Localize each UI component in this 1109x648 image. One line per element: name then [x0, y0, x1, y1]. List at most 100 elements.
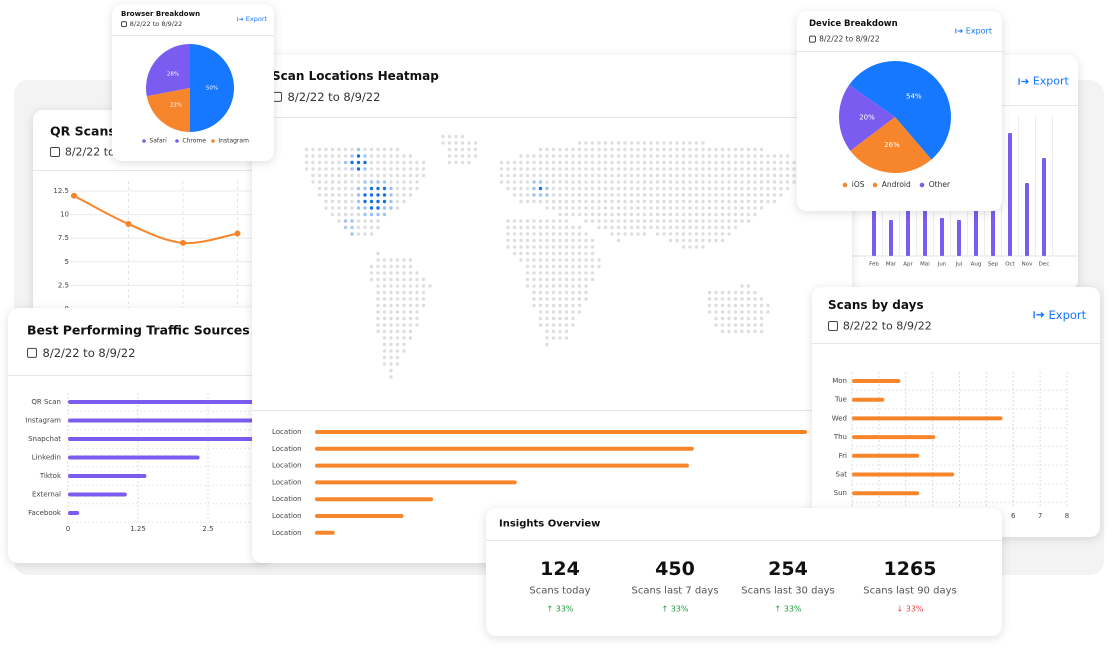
export-button[interactable]: Export [245, 15, 268, 23]
map-dot [714, 160, 718, 165]
pie-slice [146, 44, 190, 97]
map-dot [532, 167, 536, 171]
map-dot [616, 232, 621, 236]
map-dot [512, 238, 517, 243]
map-dot [506, 219, 510, 223]
map-dot [727, 167, 731, 171]
map-dot [733, 290, 738, 295]
map-dot [363, 206, 367, 210]
map-dot [564, 323, 569, 327]
export-button[interactable]: Export [965, 26, 992, 36]
map-dot [577, 232, 582, 236]
map-dot [324, 199, 328, 204]
map-dot [415, 180, 419, 184]
map-dot [558, 147, 562, 152]
map-dot [538, 199, 543, 204]
map-dot [350, 154, 354, 158]
map-dot [584, 290, 588, 295]
map-dot [545, 336, 549, 340]
map-dot [753, 206, 757, 210]
map-dot [525, 238, 530, 243]
map-dot [714, 232, 718, 236]
map-dot [668, 225, 673, 230]
map-dot [688, 193, 692, 197]
map-dot [740, 303, 744, 308]
map-dot [545, 284, 549, 288]
map-dot [662, 160, 666, 165]
y-tick-label: Thu [833, 433, 847, 441]
map-dot [441, 141, 445, 145]
map-dot [369, 180, 374, 184]
map-dot [402, 297, 406, 301]
map-dot [467, 147, 471, 152]
map-dot [330, 180, 335, 184]
map-dot [590, 199, 595, 204]
bar [991, 206, 995, 256]
map-dot [610, 225, 614, 230]
map-dot [655, 212, 660, 217]
map-dot [746, 316, 751, 321]
map-dot [668, 238, 673, 243]
card-title: Insights Overview [499, 518, 601, 530]
divider [486, 540, 1002, 541]
map-dot [343, 212, 348, 217]
map-dot [740, 316, 744, 321]
map-dot [649, 141, 653, 145]
map-dot [408, 180, 413, 184]
map-dot [740, 212, 744, 217]
map-dot [584, 277, 588, 282]
map-dot [311, 154, 315, 158]
map-dot [727, 147, 731, 152]
map-dot [694, 225, 699, 230]
map-dot [571, 290, 575, 295]
map-dot [558, 173, 562, 178]
export-button[interactable]: Export [1032, 74, 1069, 88]
legend-label: Other [929, 180, 951, 189]
map-dot [785, 186, 790, 191]
map-dot [655, 180, 660, 184]
export-button[interactable]: Export [1048, 308, 1087, 322]
map-dot [551, 154, 556, 158]
map-dot [369, 167, 374, 171]
map-dot [402, 290, 406, 295]
map-dot [460, 154, 465, 158]
map-dot [577, 251, 582, 256]
map-dot [376, 180, 380, 184]
map-dot [551, 199, 556, 204]
map-dot [545, 232, 549, 236]
map-dot [746, 219, 751, 223]
map-dot [642, 193, 647, 197]
map-dot [415, 303, 419, 308]
map-dot [759, 323, 764, 327]
map-dot [616, 180, 621, 184]
map-dot [558, 238, 562, 243]
map-dot [564, 186, 569, 191]
map-dot [356, 225, 361, 230]
bar [315, 463, 689, 468]
map-dot [571, 271, 575, 275]
map-dot [727, 186, 731, 191]
map-dot [376, 316, 380, 321]
calendar-icon [50, 147, 60, 157]
date-range: 8/2/22 to 8/9/22 [129, 20, 183, 28]
map-dot [395, 310, 400, 314]
map-dot [551, 251, 556, 256]
map-dot [532, 160, 536, 165]
date-range: 8/2/22 to 8/9/22 [819, 34, 880, 44]
map-dot [369, 212, 374, 217]
map-dot [415, 186, 419, 191]
map-dot [720, 173, 725, 178]
card: 54% 26% 20% iOS Android Other Device Breakdown… [797, 11, 1002, 211]
map-dot [376, 329, 380, 334]
map-dot [532, 225, 536, 230]
map-dot [668, 167, 673, 171]
map-dot [408, 173, 413, 178]
map-dot [779, 180, 783, 184]
map-dot [623, 167, 627, 171]
map-dot [616, 193, 621, 197]
map-dot [408, 297, 413, 301]
y-tick-label: Sat [836, 471, 848, 479]
map-dot [538, 271, 543, 275]
card-graphics: Location Location Location Location Location… [272, 134, 807, 537]
